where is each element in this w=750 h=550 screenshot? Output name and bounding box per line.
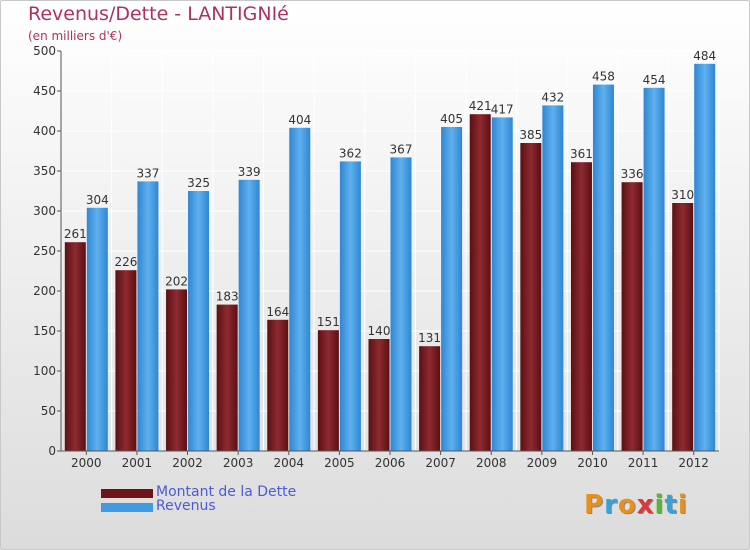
bar-debt	[267, 319, 289, 451]
y-tick-label: 150	[33, 324, 56, 338]
bar-revenus	[238, 179, 260, 452]
bar-revenus	[694, 63, 716, 452]
bar-debt	[419, 346, 441, 451]
chart-title: Revenus/Dette - LANTIGNIé	[28, 3, 289, 25]
data-label-debt: 421	[469, 99, 492, 113]
data-label-revenus: 325	[187, 176, 210, 190]
data-label-revenus: 367	[390, 142, 413, 156]
bar-debt	[672, 203, 694, 451]
legend-label-debt: Montant de la Dette	[156, 484, 297, 500]
data-label-revenus: 417	[491, 102, 514, 116]
bar-revenus	[289, 127, 311, 452]
logo-letter: i	[654, 490, 665, 520]
bar-revenus	[542, 105, 564, 452]
logo-letter: r	[604, 490, 618, 520]
data-label-debt: 140	[368, 324, 391, 338]
y-tick-label: 100	[33, 364, 56, 378]
x-tick-label: 2002	[172, 456, 203, 470]
bar-revenus	[441, 127, 463, 451]
data-label-revenus: 405	[440, 112, 463, 126]
data-label-revenus: 362	[339, 146, 362, 160]
legend-swatch-revenus	[101, 503, 153, 512]
y-tick-label: 500	[33, 44, 56, 58]
data-label-revenus: 337	[136, 166, 159, 180]
y-tick-label: 350	[33, 164, 56, 178]
logo-letter: t	[664, 490, 678, 520]
data-label-debt: 202	[165, 274, 188, 288]
bar-debt	[520, 143, 542, 451]
y-tick-label: 250	[33, 244, 56, 258]
x-tick-label: 2000	[71, 456, 102, 470]
logo-letter: o	[617, 490, 637, 520]
data-label-revenus: 339	[238, 165, 261, 179]
data-label-debt: 310	[671, 188, 694, 202]
y-tick-label: 300	[33, 204, 56, 218]
data-label-debt: 183	[216, 290, 239, 304]
data-label-revenus: 484	[693, 49, 716, 63]
x-tick-label: 2012	[678, 456, 709, 470]
legend-swatch-debt	[101, 489, 153, 498]
bar-revenus	[339, 161, 361, 451]
x-tick-label: 2004	[273, 456, 304, 470]
x-tick-label: 2003	[223, 456, 254, 470]
y-tick-label: 0	[48, 444, 56, 458]
logo-letter: P	[584, 490, 605, 520]
x-tick-label: 2008	[476, 456, 507, 470]
y-tick-label: 200	[33, 284, 56, 298]
x-tick-label: 2001	[122, 456, 153, 470]
data-label-debt: 151	[317, 315, 340, 329]
data-label-debt: 164	[266, 305, 289, 319]
chart-subtitle: (en milliers d'€)	[28, 29, 123, 43]
bar-debt	[621, 182, 643, 451]
data-label-revenus: 432	[541, 90, 564, 104]
bar-revenus	[137, 181, 159, 451]
data-label-revenus: 458	[592, 70, 615, 84]
data-label-revenus: 454	[643, 73, 666, 87]
data-label-debt: 336	[621, 167, 644, 181]
data-label-debt: 226	[114, 255, 137, 269]
bar-debt	[115, 270, 137, 451]
bar-revenus	[491, 117, 513, 452]
logo-letter: i	[677, 490, 688, 520]
bar-revenus	[86, 207, 108, 451]
bar-debt	[469, 114, 491, 451]
data-label-debt: 385	[519, 128, 542, 142]
bar-debt	[166, 289, 188, 451]
legend-label-revenus: Revenus	[156, 498, 216, 514]
y-tick-label: 400	[33, 124, 56, 138]
bar-debt	[368, 339, 390, 451]
bar-debt	[570, 162, 592, 451]
data-label-debt: 361	[570, 147, 593, 161]
y-tick-label: 50	[41, 404, 56, 418]
data-label-debt: 261	[64, 227, 87, 241]
x-tick-label: 2010	[577, 456, 608, 470]
bar-debt	[317, 330, 339, 451]
bar-revenus	[643, 87, 665, 452]
x-tick-label: 2011	[628, 456, 659, 470]
bar-revenus	[390, 157, 412, 451]
data-label-revenus: 304	[86, 193, 109, 207]
data-label-debt: 131	[418, 331, 441, 345]
x-tick-label: 2007	[425, 456, 456, 470]
logo-letter: x	[636, 490, 655, 520]
data-label-revenus: 404	[288, 113, 311, 127]
proxiti-logo: Proxiti	[584, 490, 688, 520]
y-tick-label: 450	[33, 84, 56, 98]
bar-debt	[64, 242, 86, 451]
bar-debt	[216, 304, 238, 451]
bar-revenus	[592, 84, 614, 451]
x-tick-label: 2006	[375, 456, 406, 470]
x-tick-label: 2005	[324, 456, 355, 470]
bar-revenus	[188, 191, 210, 451]
x-tick-label: 2009	[527, 456, 558, 470]
